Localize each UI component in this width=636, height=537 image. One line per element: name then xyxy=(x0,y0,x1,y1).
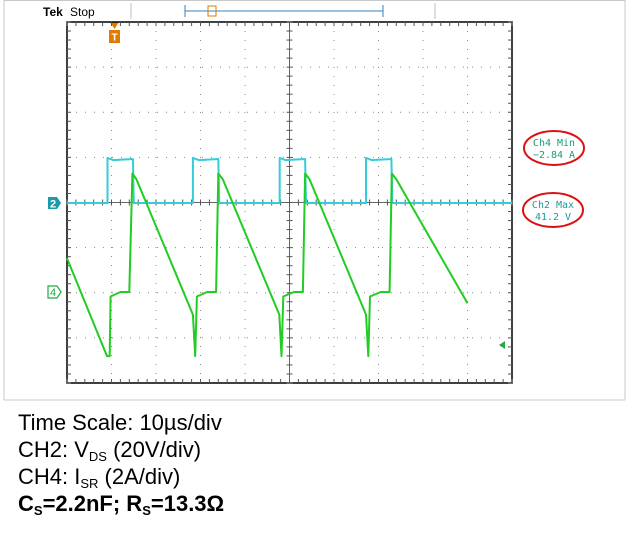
svg-text:T: T xyxy=(111,33,117,44)
trigger-level-arrow xyxy=(499,341,505,349)
trigger-position-marker: T xyxy=(109,22,120,44)
ch4-trace xyxy=(66,172,469,358)
svg-text:4: 4 xyxy=(50,287,56,299)
brand-label: Tek xyxy=(43,5,63,19)
run-status: Stop xyxy=(70,5,95,19)
caption-ch4: CH4: ISR (2A/div) xyxy=(18,464,181,491)
caption-time-scale: Time Scale: 10µs/div xyxy=(18,410,222,435)
ch2-trace xyxy=(67,156,512,204)
ch2-max-readout: Ch2 Max 41.2 V xyxy=(522,192,584,228)
oscilloscope-screen: Tek Stop T 2 4 Ch4 Min −2.84 A Ch2 Max 4… xyxy=(3,0,626,401)
ch2-ground-marker: 2 xyxy=(48,197,61,211)
ch2-max-label: Ch2 Max xyxy=(532,200,574,211)
ch4-min-label: Ch4 Min xyxy=(533,138,575,149)
caption-components: CS=2.2nF; RS=13.3Ω xyxy=(18,491,225,518)
svg-text:2: 2 xyxy=(50,199,56,211)
ch4-min-readout: Ch4 Min −2.84 A xyxy=(523,130,585,166)
record-position-bar xyxy=(184,5,384,17)
ch4-min-value: −2.84 A xyxy=(533,150,575,161)
ch2-max-value: 41.2 V xyxy=(535,212,571,223)
ch4-ground-marker: 4 xyxy=(47,285,62,299)
caption-ch2: CH2: VDS (20V/div) xyxy=(18,437,202,464)
